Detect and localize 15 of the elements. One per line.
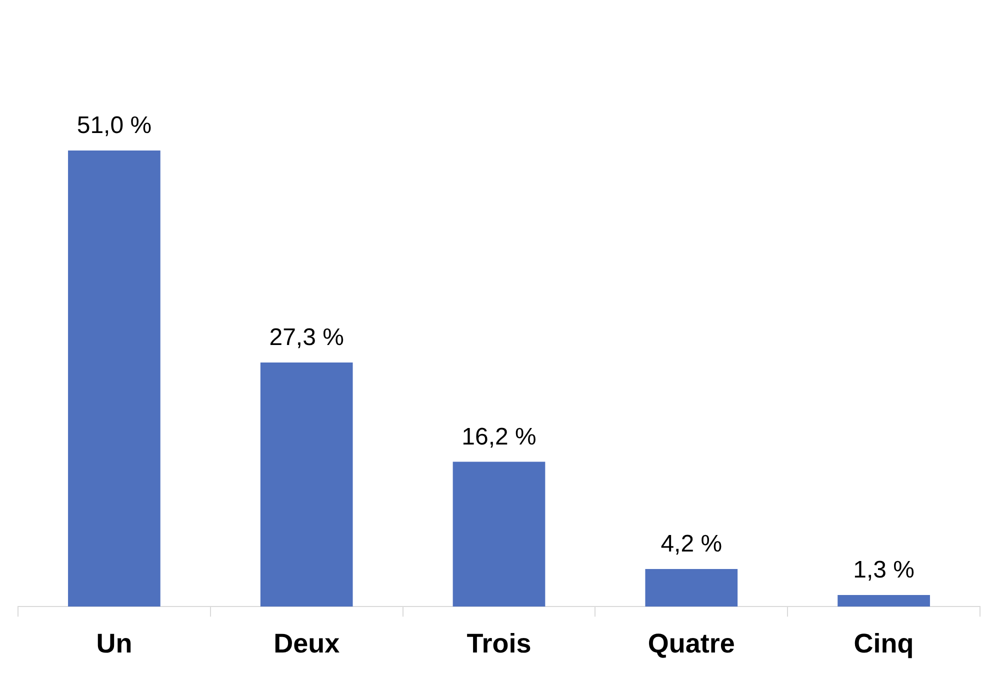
x-tick-label: Un [96,628,132,658]
data-label: 1,3 % [853,556,914,584]
bar [452,462,546,607]
data-label: 27,3 % [269,324,344,352]
bar [260,362,353,607]
bar [838,594,930,607]
data-label: 51,0 % [76,112,152,140]
x-tick-label: Quatre [648,628,735,658]
data-label: 16,2 % [462,423,536,450]
x-tick-label: Deux [274,628,340,658]
data-label: 4,2 % [660,530,722,558]
x-tick-label: Trois [466,628,532,658]
bar [645,569,738,607]
x-tick-label: Cinq [854,628,914,658]
bar [68,150,160,607]
